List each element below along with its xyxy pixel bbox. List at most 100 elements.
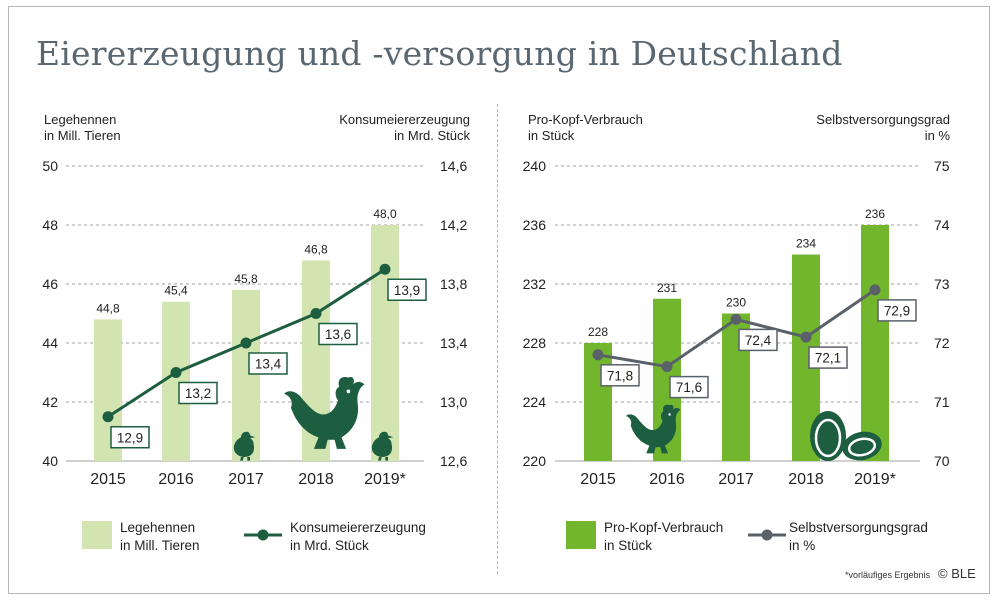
- line-value-label: 72,9: [884, 303, 910, 318]
- legend-swatch-point: [761, 529, 773, 541]
- y-tick-label: 44: [42, 335, 58, 351]
- legend-label-line: in %: [789, 538, 815, 553]
- chick-icon: [233, 431, 256, 461]
- x-tick-label: 2019*: [854, 471, 896, 488]
- line-label-box: [110, 426, 150, 449]
- page-title: Eiererzeugung und -versorgung in Deutsch…: [36, 34, 843, 73]
- line-value-label: 13,6: [325, 327, 351, 342]
- bar: [584, 343, 612, 461]
- y-tick-label: 42: [42, 394, 58, 410]
- y-tick-label: 220: [523, 453, 547, 469]
- legend-label-bar: in Mill. Tieren: [120, 538, 200, 553]
- legend-label-line: Selbstversorgungsgrad: [789, 520, 928, 535]
- x-tick-label: 2015: [580, 471, 616, 488]
- legend-label-line: in Mrd. Stück: [290, 538, 369, 553]
- y-tick-label: 232: [523, 276, 547, 292]
- line-label-box: [669, 375, 709, 399]
- line-point: [310, 308, 322, 319]
- right-axis-title: in Mrd. Stück: [394, 128, 470, 143]
- left-axis-title: Pro-Kopf-Verbrauch: [528, 112, 643, 127]
- y2-tick-label: 71: [934, 394, 950, 410]
- legend-label-bar: in Stück: [604, 538, 652, 553]
- bar: [162, 301, 190, 461]
- chick-icon: [371, 431, 394, 461]
- y-tick-label: 240: [523, 158, 547, 174]
- line-value-label: 71,8: [607, 368, 633, 383]
- y2-tick-label: 74: [934, 217, 950, 233]
- legend-swatch-bar: [566, 521, 596, 549]
- x-tick-label: 2019*: [364, 471, 406, 488]
- x-tick-label: 2016: [649, 471, 685, 488]
- legend-label-bar: Legehennen: [120, 520, 195, 535]
- x-tick-label: 2017: [718, 471, 754, 488]
- hen-icon: [626, 404, 681, 454]
- y2-tick-label: 14,6: [440, 158, 467, 174]
- bar-value-label: 230: [726, 296, 746, 310]
- line-value-label: 13,2: [185, 386, 211, 401]
- x-tick-label: 2017: [228, 471, 264, 488]
- bar-value-label: 45,8: [234, 272, 258, 286]
- line-label-box: [738, 328, 778, 352]
- left-axis-title: in Mill. Tieren: [44, 128, 121, 143]
- y-tick-label: 50: [42, 158, 58, 174]
- bar-value-label: 234: [796, 237, 816, 251]
- line-value-label: 13,4: [255, 357, 282, 372]
- y2-tick-label: 75: [934, 158, 950, 174]
- y-tick-label: 224: [523, 394, 547, 410]
- line-point: [592, 349, 604, 361]
- right-axis-title: Konsumeiererzeugung: [339, 112, 470, 127]
- line-label-box: [248, 352, 288, 375]
- legend-label-bar: Pro-Kopf-Verbrauch: [604, 520, 723, 535]
- bar: [371, 225, 399, 461]
- bar-value-label: 44,8: [96, 301, 120, 315]
- y2-tick-label: 70: [934, 453, 950, 469]
- bar-value-label: 45,4: [164, 284, 188, 298]
- line-value-label: 72,1: [815, 351, 841, 366]
- bar-value-label: 228: [588, 325, 608, 339]
- x-tick-label: 2016: [158, 471, 194, 488]
- line-point: [170, 367, 182, 378]
- x-tick-label: 2015: [90, 471, 126, 488]
- eggs-icon: [810, 411, 882, 461]
- hen-icon: [284, 376, 365, 449]
- bar: [861, 225, 889, 461]
- line-label-box: [178, 381, 218, 405]
- bar-value-label: 46,8: [304, 242, 328, 256]
- line-point: [730, 313, 742, 325]
- bar-value-label: 48,0: [373, 207, 397, 221]
- x-tick-label: 2018: [788, 471, 824, 488]
- line-point: [800, 331, 812, 343]
- line-label-box: [600, 364, 640, 387]
- line-value-label: 13,9: [394, 283, 420, 298]
- y-tick-label: 48: [42, 217, 58, 233]
- bar-value-label: 236: [865, 207, 885, 221]
- left-axis-title: Legehennen: [44, 112, 116, 127]
- line-label-box: [387, 278, 427, 301]
- copyright: © BLE: [938, 566, 976, 581]
- y-tick-label: 46: [42, 276, 58, 292]
- y-tick-label: 40: [42, 453, 58, 469]
- x-tick-label: 2018: [298, 471, 334, 488]
- y-tick-label: 228: [523, 335, 547, 351]
- bar-value-label: 231: [657, 281, 677, 295]
- y2-tick-label: 13,0: [440, 394, 467, 410]
- y2-tick-label: 72: [934, 335, 950, 351]
- line-label-box: [877, 299, 917, 322]
- line-point: [102, 411, 114, 423]
- line-value-label: 72,4: [745, 333, 772, 348]
- y2-tick-label: 73: [934, 276, 950, 292]
- y2-tick-label: 13,8: [440, 276, 467, 292]
- right-axis-title: in %: [925, 128, 951, 143]
- infographic-frame: [8, 6, 990, 594]
- footnote: *vorläufiges Ergebnis: [845, 570, 931, 580]
- left-axis-title: in Stück: [528, 128, 575, 143]
- panel-divider: [497, 104, 498, 574]
- legend-swatch-bar: [82, 521, 112, 549]
- y2-tick-label: 14,2: [440, 217, 467, 233]
- line-label-box: [808, 346, 848, 369]
- line-point: [661, 361, 673, 373]
- legend-swatch-point: [257, 529, 269, 541]
- y2-tick-label: 13,4: [440, 335, 467, 351]
- line-point: [379, 263, 391, 275]
